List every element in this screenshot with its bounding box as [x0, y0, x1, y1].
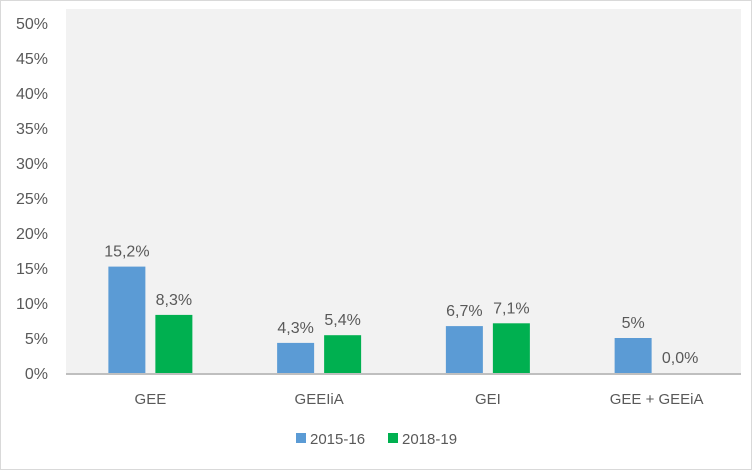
data-label: 0,0% [662, 350, 698, 367]
data-label: 7,1% [493, 300, 529, 317]
bar-2015-16 [614, 338, 652, 373]
bar-2015-16 [108, 266, 146, 373]
y-tick-label: 45% [16, 51, 48, 68]
y-tick-label: 35% [16, 121, 48, 138]
bar-2018-19 [492, 323, 530, 373]
y-tick-label: 0% [25, 366, 48, 383]
y-tick-label: 30% [16, 156, 48, 173]
y-tick-label: 20% [16, 226, 48, 243]
y-tick-label: 50% [16, 16, 48, 33]
data-label: 5% [622, 315, 645, 332]
y-tick-label: 40% [16, 86, 48, 103]
x-tick-label: GEE + GEEiA [610, 391, 704, 408]
y-tick-label: 15% [16, 261, 48, 278]
data-label: 5,4% [324, 312, 360, 329]
y-tick-label: 10% [16, 296, 48, 313]
x-tick-label: GEE [135, 391, 167, 408]
data-label: 15,2% [104, 244, 149, 261]
x-tick-label: GEEIiA [295, 391, 344, 408]
bar-2018-19 [155, 314, 193, 373]
legend-swatch-2015-16 [296, 433, 306, 443]
legend-swatch-2018-19 [388, 433, 398, 443]
y-tick-label: 25% [16, 191, 48, 208]
bar-2015-16 [445, 326, 483, 373]
y-tick-label: 5% [25, 331, 48, 348]
bar-2018-19 [324, 335, 362, 373]
data-label: 4,3% [277, 320, 313, 337]
bar-2015-16 [277, 342, 315, 373]
legend-label: 2018-19 [402, 431, 457, 448]
legend-label: 2015-16 [310, 431, 365, 448]
data-label: 8,3% [156, 292, 192, 309]
plot-area [66, 9, 741, 373]
x-tick-label: GEI [475, 391, 501, 408]
data-label: 6,7% [446, 303, 482, 320]
